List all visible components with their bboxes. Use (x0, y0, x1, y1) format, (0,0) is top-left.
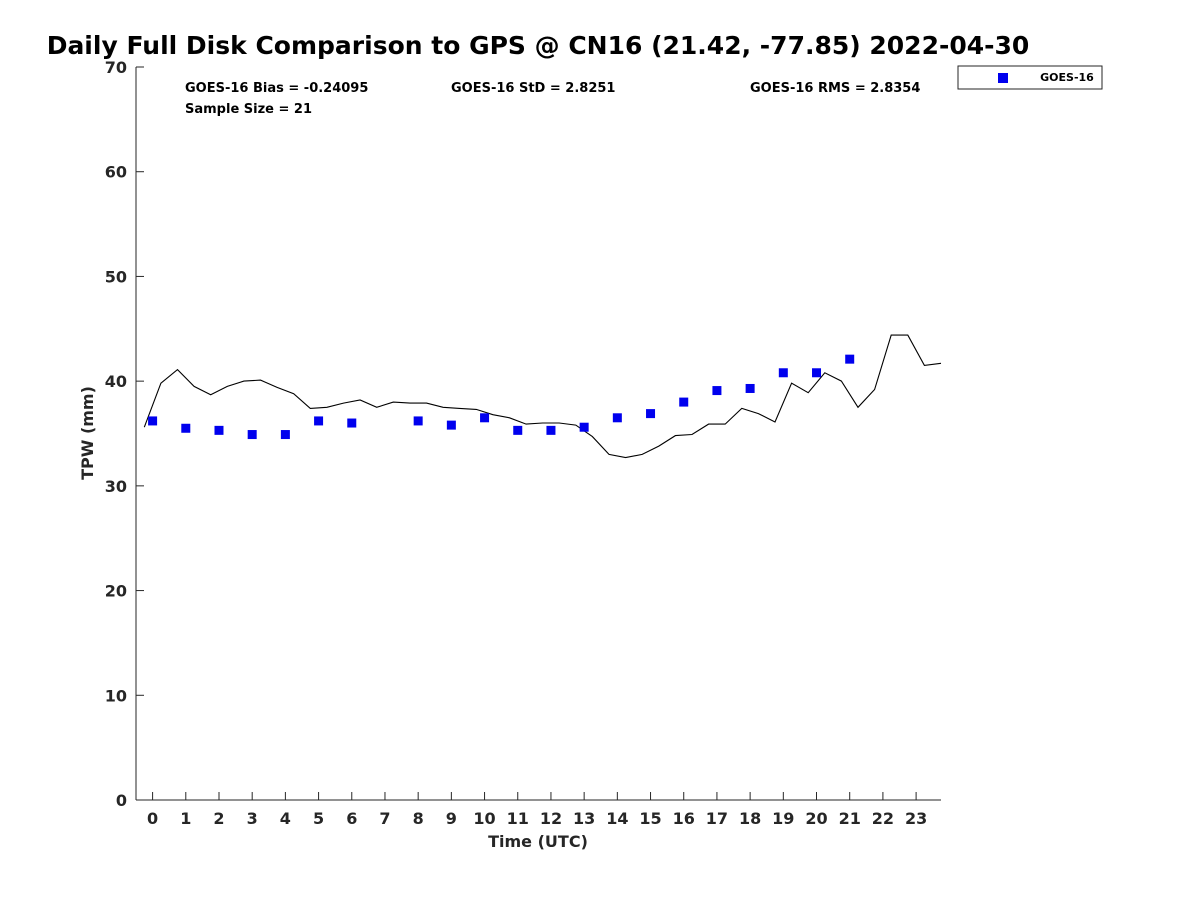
goes16-point (314, 416, 324, 426)
legend-marker (998, 73, 1008, 83)
goes16-point (413, 416, 423, 426)
y-tick-label: 60 (105, 163, 127, 182)
x-tick-label: 0 (147, 809, 158, 828)
x-tick-label: 3 (247, 809, 258, 828)
goes16-point (513, 425, 523, 435)
goes16-point (812, 368, 822, 378)
goes16-point (745, 383, 755, 393)
x-tick-label: 10 (473, 809, 495, 828)
x-tick-label: 21 (839, 809, 861, 828)
x-tick-label: 1 (180, 809, 191, 828)
goes16-point (546, 425, 556, 435)
y-tick-label: 40 (105, 372, 127, 391)
x-tick-label: 23 (905, 809, 927, 828)
goes16-point (347, 418, 357, 428)
std-stat: GOES-16 StD = 2.8251 (451, 81, 615, 96)
x-tick-label: 7 (379, 809, 390, 828)
goes16-point (214, 425, 224, 435)
goes16-point (845, 354, 855, 364)
x-tick-label: 12 (540, 809, 562, 828)
x-tick-label: 9 (446, 809, 457, 828)
goes16-point (778, 368, 788, 378)
legend: GOES-16 (957, 65, 1103, 90)
x-tick-label: 19 (772, 809, 794, 828)
goes16-point (612, 413, 622, 423)
goes16-point (148, 416, 158, 426)
x-tick-label: 15 (639, 809, 661, 828)
goes16-point (446, 420, 456, 430)
bias-stat: GOES-16 Bias = -0.24095 (185, 81, 368, 96)
x-tick-label: 8 (413, 809, 424, 828)
y-tick-label: 10 (105, 686, 127, 705)
goes16-point (579, 422, 589, 432)
goes16-point (280, 430, 290, 440)
stats-annotations: GOES-16 Bias = -0.24095 GOES-16 StD = 2.… (185, 81, 920, 117)
x-tick-label: 13 (573, 809, 595, 828)
axes (135, 67, 941, 801)
x-tick-label: 5 (313, 809, 324, 828)
y-tick-label: 20 (105, 582, 127, 601)
scatter-series (148, 354, 855, 440)
x-tick-label: 2 (213, 809, 224, 828)
chart-title: Daily Full Disk Comparison to GPS @ CN16… (47, 31, 1030, 60)
line-series (143, 334, 942, 459)
x-tick-label: 6 (346, 809, 357, 828)
goes16-point (181, 423, 191, 433)
x-tick-label: 16 (673, 809, 695, 828)
rms-stat: GOES-16 RMS = 2.8354 (750, 81, 920, 96)
x-tick-label: 18 (739, 809, 761, 828)
y-tick-label: 30 (105, 477, 127, 496)
sample-size-stat: Sample Size = 21 (185, 102, 312, 117)
x-tick-label: 17 (706, 809, 728, 828)
legend-box (957, 65, 1103, 90)
goes16-point (679, 397, 689, 407)
y-tick-label: 0 (116, 791, 127, 810)
x-ticks: 0 1 2 3 4 5 6 7 8 9 10 11 12 13 14 15 16 17 18 19 20 21 22 23 (147, 792, 927, 828)
y-ticks: 0 10 20 30 40 50 60 70 (105, 58, 144, 810)
x-tick-label: 4 (280, 809, 291, 828)
y-tick-label: 50 (105, 267, 127, 286)
y-axis-label: TPW (mm) (78, 386, 97, 480)
x-tick-label: 11 (507, 809, 529, 828)
x-tick-label: 14 (606, 809, 628, 828)
legend-entry-goes16: GOES-16 (1040, 71, 1094, 84)
goes16-point (480, 413, 490, 423)
x-tick-label: 22 (872, 809, 894, 828)
goes16-point (712, 386, 722, 396)
x-axis-label: Time (UTC) (488, 832, 588, 851)
y-tick-label: 70 (105, 58, 127, 77)
goes16-point (646, 409, 656, 419)
gps-tpw-line (143, 334, 942, 459)
x-tick-label: 20 (805, 809, 827, 828)
goes16-point (247, 430, 257, 440)
